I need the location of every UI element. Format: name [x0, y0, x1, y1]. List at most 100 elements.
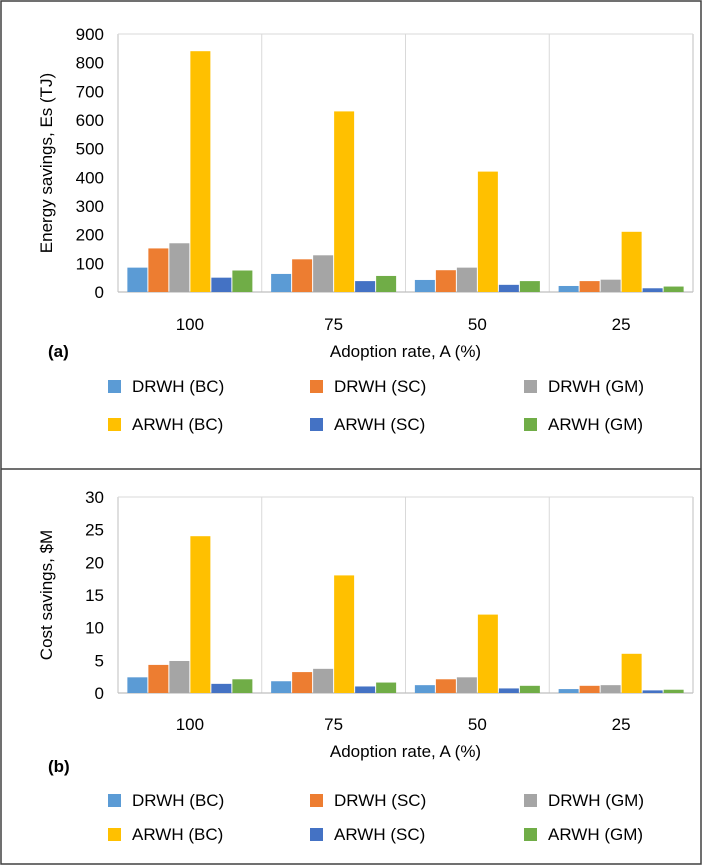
x-axis-title: Adoption rate, A (%): [330, 742, 481, 761]
bar: [519, 281, 540, 292]
bar: [127, 677, 148, 693]
legend-swatch: [108, 418, 121, 431]
legend-swatch: [310, 418, 323, 431]
x-axis-title: Adoption rate, A (%): [330, 342, 481, 361]
bar: [498, 688, 519, 693]
bar: [232, 270, 253, 292]
legend-swatch: [310, 828, 323, 841]
bar: [579, 685, 600, 693]
legend-label: ARWH (SC): [334, 415, 425, 434]
bar: [621, 231, 642, 292]
y-axis-title: Cost savings, $M: [37, 530, 56, 660]
bar: [477, 171, 498, 292]
panel-label: (b): [48, 757, 70, 776]
legend-label: ARWH (GM): [548, 415, 643, 434]
y-tick-label: 20: [85, 553, 104, 572]
bar: [190, 536, 211, 693]
bar: [663, 286, 684, 292]
x-tick-label: 25: [612, 715, 631, 734]
bar: [190, 51, 211, 293]
y-tick-label: 5: [95, 651, 104, 670]
bar: [355, 281, 376, 292]
bar: [414, 279, 435, 292]
y-tick-label: 900: [76, 25, 104, 44]
y-tick-label: 30: [85, 488, 104, 507]
bar: [376, 275, 397, 292]
bar: [313, 255, 334, 292]
bar: [334, 111, 355, 293]
bar: [355, 686, 376, 693]
x-tick-label: 75: [324, 715, 343, 734]
bar: [292, 259, 313, 292]
y-tick-label: 25: [85, 521, 104, 540]
x-tick-label: 25: [612, 315, 631, 334]
legend-label: DRWH (BC): [132, 377, 224, 396]
legend-label: ARWH (GM): [548, 825, 643, 844]
bar: [292, 672, 313, 693]
bar: [456, 677, 477, 693]
bar: [621, 653, 642, 693]
x-tick-label: 100: [176, 715, 204, 734]
bar: [642, 288, 663, 292]
y-axis-title: Energy savings, Es (TJ): [37, 73, 56, 253]
legend-swatch: [524, 380, 537, 393]
panel-b-legend: DRWH (BC) DRWH (SC) DRWH (GM) ARWH (BC) ARWH…: [108, 791, 644, 844]
x-tick-label: 75: [324, 315, 343, 334]
bar: [376, 682, 397, 693]
panel-label: (a): [48, 342, 69, 361]
legend-label: DRWH (SC): [334, 791, 426, 810]
bar: [663, 689, 684, 693]
y-tick-label: 15: [85, 586, 104, 605]
y-tick-label: 400: [76, 168, 104, 187]
bar: [600, 685, 621, 693]
legend-swatch: [524, 828, 537, 841]
bar: [232, 679, 253, 693]
y-tick-label: 100: [76, 254, 104, 273]
y-tick-label: 500: [76, 140, 104, 159]
bar: [600, 279, 621, 292]
bar: [498, 284, 519, 292]
y-tick-label: 200: [76, 226, 104, 245]
panel-b-chart: 0 5 10 15 20 25 30 100 75 50 25 Cost savings, $M Ado…: [37, 488, 694, 844]
y-tick-label: 10: [85, 619, 104, 638]
bar: [414, 685, 435, 693]
panel-a-chart: 0 100 200 300 400 500 600 700 800 900 100 75 50 25 Ene…: [37, 25, 694, 434]
bar: [169, 243, 190, 292]
bar: [148, 248, 169, 292]
x-tick-label: 50: [468, 315, 487, 334]
legend-label: ARWH (SC): [334, 825, 425, 844]
bar: [435, 679, 456, 693]
y-tick-label: 0: [95, 684, 104, 703]
bar: [519, 685, 540, 693]
bar: [558, 285, 579, 292]
legend-label: DRWH (BC): [132, 791, 224, 810]
bar: [313, 668, 334, 693]
legend-label: DRWH (GM): [548, 377, 644, 396]
panel-a-legend: DRWH (BC) DRWH (SC) DRWH (GM) ARWH (BC) ARWH…: [108, 377, 644, 434]
legend-swatch: [108, 380, 121, 393]
y-tick-label: 700: [76, 82, 104, 101]
legend-label: ARWH (BC): [132, 415, 223, 434]
bar: [456, 267, 477, 292]
legend-swatch: [310, 794, 323, 807]
legend-swatch: [524, 418, 537, 431]
legend-label: ARWH (BC): [132, 825, 223, 844]
y-tick-label: 300: [76, 197, 104, 216]
legend-swatch: [108, 794, 121, 807]
y-tick-label: 600: [76, 111, 104, 130]
legend-label: DRWH (SC): [334, 377, 426, 396]
x-tick-label: 50: [468, 715, 487, 734]
legend-swatch: [524, 794, 537, 807]
bar: [558, 689, 579, 693]
y-tick-label: 800: [76, 54, 104, 73]
legend-swatch: [108, 828, 121, 841]
legend-swatch: [310, 380, 323, 393]
bar: [169, 660, 190, 693]
bar: [127, 267, 148, 292]
bar: [642, 690, 663, 693]
bar: [271, 273, 292, 292]
bar: [435, 270, 456, 292]
legend-label: DRWH (GM): [548, 791, 644, 810]
